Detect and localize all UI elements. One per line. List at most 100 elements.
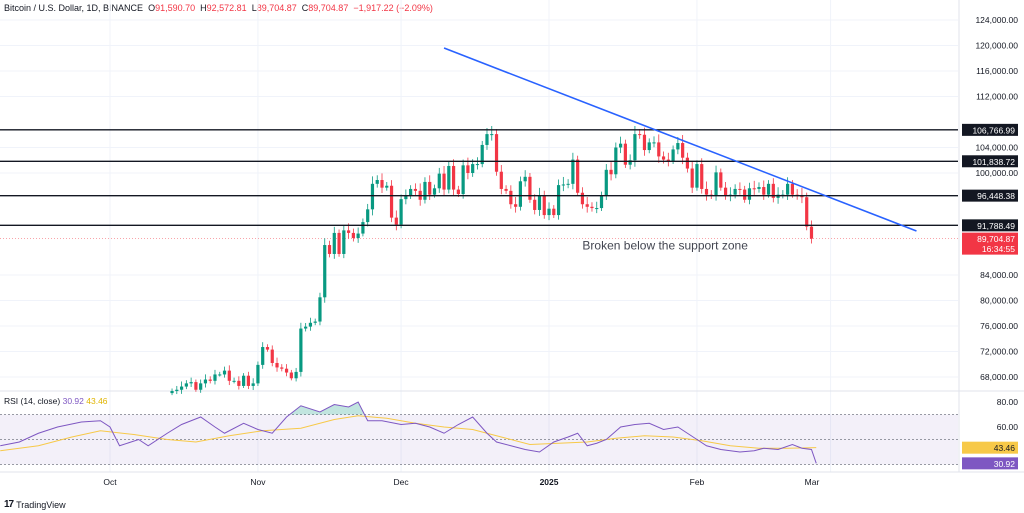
level-price-badge — [962, 155, 1018, 168]
candle-body — [786, 183, 790, 195]
price-axis-tick: 72,000.00 — [980, 347, 1018, 357]
rsi-line — [0, 401, 817, 464]
rsi-ma-badge-label: 43.46 — [994, 443, 1016, 453]
rsi-axis-tick: 80.00 — [997, 397, 1019, 407]
candle-body — [284, 368, 289, 373]
candle-body — [184, 383, 188, 387]
candle-body — [261, 347, 265, 365]
change-value: −1,917.22 (−2.09%) — [353, 3, 433, 13]
candle-body — [347, 230, 351, 233]
candle-body — [671, 149, 675, 161]
candle-body — [323, 245, 327, 298]
candle-body — [809, 226, 814, 239]
candle-body — [714, 172, 718, 196]
candle-body — [499, 171, 503, 189]
candle-body — [475, 164, 480, 166]
candle-body — [270, 349, 274, 363]
candle-body — [218, 374, 222, 376]
rsi-legend: RSI (14, close) 30.92 43.46 — [4, 396, 108, 406]
candle-body — [647, 142, 651, 151]
candle-body — [394, 217, 398, 225]
candle-body — [642, 134, 647, 151]
candle-body — [227, 370, 231, 381]
candle-body — [480, 144, 484, 165]
candle-body — [704, 188, 709, 195]
candle-body — [442, 173, 446, 190]
candle-body — [461, 165, 465, 195]
candle-body — [666, 159, 670, 161]
price-axis-tick: 76,000.00 — [980, 321, 1018, 331]
price-axis-tick: 84,000.00 — [980, 270, 1018, 280]
candle-body — [194, 382, 198, 390]
candle-body — [518, 181, 522, 207]
bar-countdown-label: 16:34:55 — [982, 244, 1015, 254]
rsi-badge — [962, 457, 1018, 470]
low-value: 89,704.87 — [256, 3, 297, 13]
close-label: C — [301, 3, 309, 13]
rsi-ma-value: 43.46 — [86, 396, 108, 406]
candle-body — [747, 188, 752, 200]
symbol-title: Bitcoin / U.S. Dollar, 1D, BINANCE — [4, 3, 144, 13]
time-axis-tick: Oct — [103, 477, 117, 487]
candle-body — [280, 367, 284, 369]
candle-body — [676, 143, 680, 150]
candle-body — [208, 379, 212, 381]
candle-body — [657, 142, 661, 157]
candle-body — [633, 134, 637, 161]
candle-body — [251, 383, 255, 386]
candle-body — [423, 181, 427, 200]
candle-body — [466, 165, 470, 173]
candle-body — [380, 180, 384, 188]
candle-body — [528, 176, 532, 200]
time-axis-tick: Feb — [690, 477, 705, 487]
candle-body — [428, 181, 432, 195]
close-value: 89,704.87 — [308, 3, 349, 13]
candle-body — [256, 364, 260, 384]
candle-body — [413, 188, 418, 191]
candle-body — [580, 192, 585, 205]
candle-body — [790, 183, 794, 195]
candle-body — [265, 347, 270, 350]
time-axis-tick: Mar — [805, 477, 820, 487]
candle-body — [337, 232, 341, 254]
candle-body — [179, 386, 184, 390]
candle-body — [628, 160, 632, 165]
candle-body — [595, 208, 599, 210]
candle-body — [509, 190, 513, 205]
tradingview-logo[interactable]: 17 TradingView — [4, 499, 66, 510]
level-price-badge — [962, 123, 1018, 136]
candle-body — [533, 199, 537, 210]
price-axis-tick: 124,000.00 — [975, 15, 1018, 25]
candle-body — [719, 172, 723, 188]
candle-body — [451, 165, 456, 190]
candle-body — [599, 195, 604, 209]
candle-body — [661, 156, 666, 160]
candle-body — [590, 206, 594, 209]
level-price-label: 91,788.49 — [977, 221, 1015, 231]
open-label: O — [148, 3, 156, 13]
candle-body — [447, 165, 451, 190]
candle-body — [304, 326, 308, 329]
time-axis-tick: Dec — [394, 477, 410, 487]
candle-body — [175, 389, 179, 392]
candle-body — [318, 297, 322, 322]
level-price-label: 96,448.38 — [977, 191, 1015, 201]
time-axis-tick: Nov — [250, 477, 266, 487]
candle-body — [203, 379, 208, 384]
candle-body — [585, 204, 589, 207]
candle-body — [695, 164, 699, 188]
price-axis-tick: 104,000.00 — [975, 143, 1018, 153]
candle-body — [652, 142, 656, 144]
candle-body — [552, 208, 556, 216]
candle-body — [370, 183, 375, 210]
candle-body — [432, 188, 437, 195]
symbol-legend: Bitcoin / U.S. Dollar, 1D, BINANCE O91,5… — [4, 3, 433, 13]
last-price-label: 89,704.87 — [977, 234, 1015, 244]
candle-body — [170, 391, 174, 394]
candle-body — [576, 159, 580, 193]
candle-body — [523, 176, 527, 182]
candle-body — [375, 180, 379, 184]
annotation-text: Broken below the support zone — [582, 238, 748, 252]
candle-body — [404, 195, 408, 200]
